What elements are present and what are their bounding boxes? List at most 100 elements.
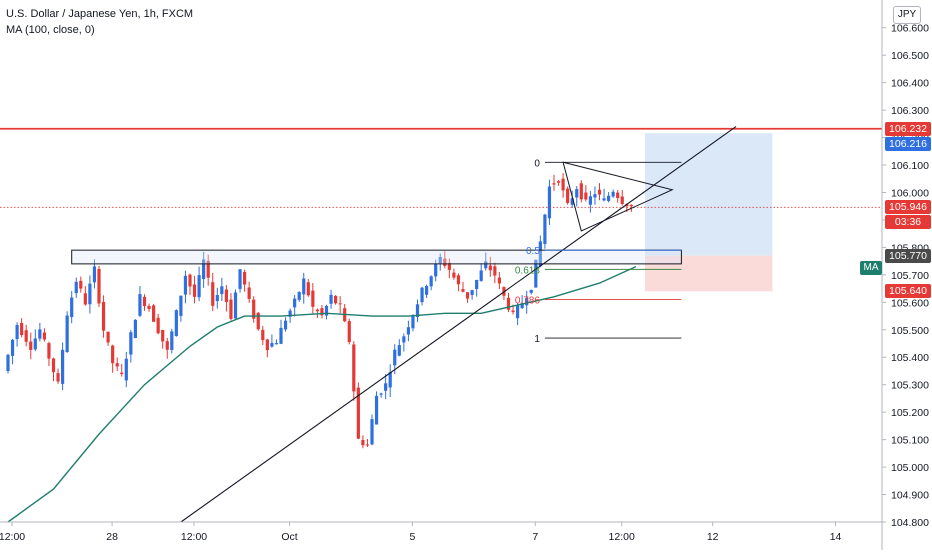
candle [15, 322, 19, 347]
candle-body [584, 192, 588, 200]
candle [142, 294, 147, 311]
candle [356, 382, 360, 440]
candle-body [33, 338, 37, 350]
price-axis[interactable]: 104.800 104.900 105.000 105.100 105.200 105.3… [881, 0, 929, 550]
candle [20, 318, 24, 338]
symbol-title[interactable]: U.S. Dollar / Japanese Yen, 1h, FXCM [6, 8, 194, 20]
candle [379, 392, 383, 398]
candle-body [70, 297, 74, 318]
time-axis[interactable]: 12:00 28 12:00 Oct 5 7 12:00 12 14 [0, 521, 882, 543]
candle [88, 275, 92, 314]
candle-body [161, 329, 165, 342]
candle-body [183, 275, 188, 295]
candle-body [238, 269, 242, 289]
candle [229, 293, 233, 321]
candle [538, 235, 542, 268]
candle-body [197, 275, 201, 298]
candle [561, 173, 565, 198]
candle-body [566, 188, 570, 203]
candle-body [402, 336, 406, 343]
candle [334, 295, 338, 305]
candle [579, 180, 583, 203]
fib-labels: 0 0.5 0.618 0.786 1 [515, 158, 540, 345]
candle [429, 275, 433, 291]
countdown-badge: 03:36 [885, 215, 931, 230]
candle-body [247, 287, 251, 299]
candle [256, 311, 260, 331]
candle-body [370, 419, 374, 445]
candle-body [261, 329, 265, 341]
candle [324, 304, 329, 320]
candle-body [570, 198, 574, 205]
candle-body [561, 178, 565, 191]
time-tick-label: 12:00 [609, 531, 635, 543]
candle [384, 374, 388, 400]
candle [456, 273, 461, 292]
candle-body [470, 290, 474, 295]
candle [607, 192, 611, 203]
ma-line [7, 265, 637, 523]
candle-body [438, 256, 442, 264]
candle [620, 189, 624, 206]
candle-body [51, 358, 56, 373]
candle [402, 333, 406, 352]
candle [97, 265, 101, 307]
candle-body [293, 298, 297, 308]
candle-body [129, 332, 133, 355]
candle [311, 283, 315, 314]
candle-body [142, 296, 147, 307]
candle-body [220, 286, 224, 295]
time-tick-label: Oct [281, 531, 297, 543]
price-tick-label: 106.000 [891, 187, 929, 199]
candle [597, 183, 602, 201]
fib-level-label: 0.786 [515, 296, 540, 307]
candle [406, 320, 410, 342]
candle-body [352, 344, 356, 392]
candle-body [274, 343, 279, 345]
candle [547, 179, 552, 225]
candle [297, 291, 301, 302]
candle-body [597, 189, 602, 195]
candle-body [138, 294, 142, 316]
price-tick-label: 105.200 [891, 407, 929, 419]
candle-body [475, 279, 479, 290]
candle-body [6, 354, 10, 372]
fib-level-label: 0.618 [515, 265, 540, 276]
candle [556, 179, 561, 186]
candle [42, 328, 46, 342]
candle-body [338, 303, 342, 305]
candle-body [529, 289, 533, 293]
candle [74, 277, 78, 298]
candle [302, 272, 306, 304]
candle-body [324, 305, 329, 316]
entry-price-badge: 105.770 [885, 248, 931, 263]
candle [575, 186, 579, 207]
candle-body [252, 299, 256, 319]
candle-body [165, 341, 169, 350]
candle-body [497, 277, 501, 284]
indicator-title[interactable]: MA (100, close, 0) [6, 24, 95, 36]
candle [202, 251, 206, 288]
candle [543, 213, 547, 249]
candle [101, 295, 106, 338]
candle-body [616, 192, 620, 198]
candle [24, 324, 28, 347]
currency-button[interactable]: JPY [893, 6, 921, 24]
time-tick-label: 12:00 [181, 531, 207, 543]
candle [192, 275, 197, 304]
candle [133, 319, 137, 339]
drawings[interactable] [0, 126, 882, 523]
candle [447, 258, 451, 279]
candle-body [179, 295, 183, 316]
fib-level-label: 1 [534, 334, 540, 345]
candle-body [347, 321, 351, 343]
candle [370, 414, 374, 446]
time-tick-label: 28 [106, 531, 118, 543]
candle [115, 357, 119, 372]
candle [616, 189, 620, 203]
candle-body [556, 181, 561, 183]
price-tick-label: 105.100 [891, 435, 929, 447]
candle-body [579, 183, 583, 200]
